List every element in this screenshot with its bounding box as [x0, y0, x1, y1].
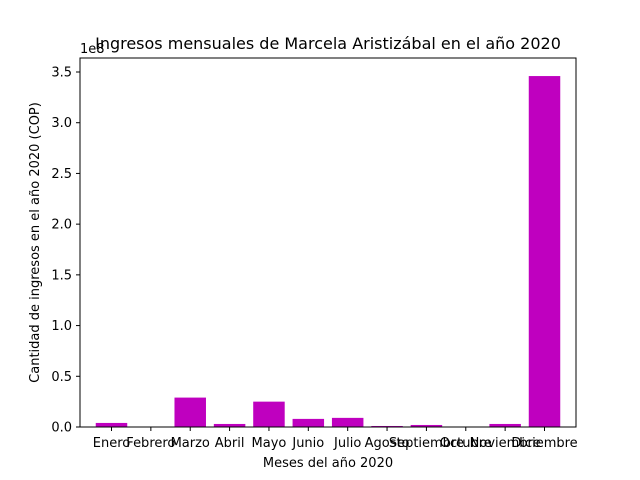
chart-title: Ingresos mensuales de Marcela Aristizába…: [95, 34, 561, 53]
bar-marzo: [174, 397, 206, 427]
x-tick-label: Febrero: [126, 436, 175, 451]
x-tick-label: Diciembre: [511, 436, 577, 451]
x-tick-label: Abril: [215, 436, 245, 451]
x-tick-label: Julio: [333, 436, 361, 451]
y-axis: 0.0 0.5 1.0 1.5 2.0 2.5 3.0 3.5: [51, 66, 80, 436]
x-tick-label: Junio: [291, 436, 324, 451]
bar-diciembre: [528, 76, 561, 427]
bar-junio: [292, 418, 325, 427]
y-tick-label: 0.5: [51, 370, 72, 385]
bar-abril: [213, 423, 246, 427]
x-tick-label: Noviembre: [470, 436, 541, 451]
x-tick-label: Mayo: [252, 436, 287, 451]
x-tick-label: Octubre: [440, 436, 492, 451]
bar-julio: [331, 417, 364, 427]
bar-agosto: [371, 425, 403, 427]
x-axis-label: Meses del año 2020: [263, 456, 393, 471]
bar-noviembre: [489, 423, 521, 427]
y-tick-label: 3.5: [51, 66, 72, 81]
x-tick-label: Enero: [93, 436, 131, 451]
y-tick-label: 1.0: [51, 319, 72, 334]
bars-group: [95, 76, 561, 427]
bar-septiembre: [410, 424, 443, 427]
y-scale-label: 1e8: [80, 42, 105, 57]
y-tick-label: 3.0: [51, 116, 72, 131]
x-tick-label: Agosto: [365, 436, 410, 451]
y-axis-label: Cantidad de ingresos en el año 2020 (COP…: [28, 102, 43, 383]
bar-enero: [95, 422, 128, 427]
x-tick-label: Septiembre: [389, 436, 464, 451]
y-tick-label: 1.5: [51, 268, 72, 283]
y-tick-label: 2.0: [51, 218, 72, 233]
x-tick-label: Marzo: [171, 436, 210, 451]
bar-mayo: [253, 401, 285, 427]
y-tick-label: 2.5: [51, 167, 72, 182]
y-tick-label: 0.0: [51, 421, 72, 436]
plot-frame: [79, 57, 577, 428]
